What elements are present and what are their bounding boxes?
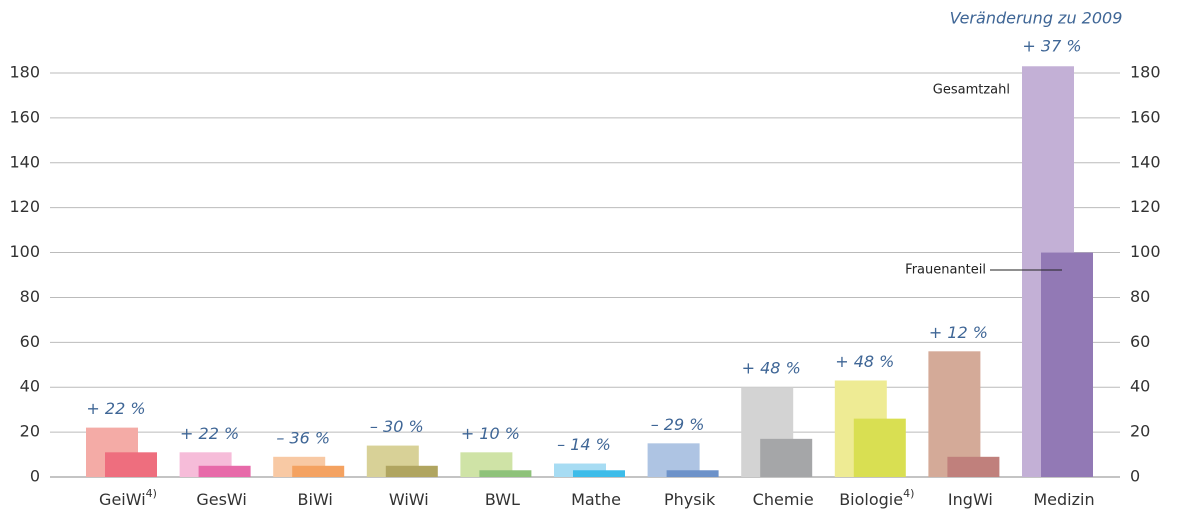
x-tick-label: Mathe xyxy=(571,490,621,509)
change-label: – 30 % xyxy=(370,417,424,436)
change-label: + 48 % xyxy=(742,359,801,378)
change-label: + 37 % xyxy=(1022,37,1081,56)
y2-tick-label: 20 xyxy=(1130,422,1150,441)
women-bar xyxy=(105,452,157,477)
y2-tick-label: 180 xyxy=(1130,63,1161,82)
y-tick-label: 20 xyxy=(20,422,40,441)
footnote-mark: 4) xyxy=(903,487,914,500)
women-bar xyxy=(947,456,1000,477)
x-tick-label: Biologie4) xyxy=(839,487,914,509)
change-label: – 14 % xyxy=(557,435,611,454)
women-bar xyxy=(1041,252,1093,477)
category-name: Physik xyxy=(664,490,716,509)
y-tick-label: 180 xyxy=(9,63,40,82)
y-tick-label: 40 xyxy=(20,377,40,396)
x-tick-label: Medizin xyxy=(1033,490,1094,509)
women-bar xyxy=(573,470,625,477)
category-name: Mathe xyxy=(571,490,621,509)
x-tick-label: Physik xyxy=(664,490,716,509)
y-tick-label: 100 xyxy=(9,242,40,261)
y2-tick-label: 0 xyxy=(1130,467,1140,486)
x-tick-label: Chemie xyxy=(753,490,814,509)
y-tick-label: 60 xyxy=(20,332,40,351)
change-label: + 10 % xyxy=(461,424,520,443)
women-bar xyxy=(760,438,813,477)
women-bar xyxy=(666,470,719,477)
x-tick-label: WiWi xyxy=(389,490,429,509)
category-name: Medizin xyxy=(1033,490,1094,509)
category-name: BWL xyxy=(485,490,520,509)
x-tick-label: IngWi xyxy=(948,490,993,509)
category-name: Chemie xyxy=(753,490,814,509)
change-label: + 12 % xyxy=(929,323,988,342)
legend-label: Frauenanteil xyxy=(905,263,986,278)
women-bar xyxy=(385,465,438,477)
category-name: IngWi xyxy=(948,490,993,509)
x-tick-label: GesWi xyxy=(196,490,247,509)
legend-label: Gesamtzahl xyxy=(933,83,1010,98)
women-bar xyxy=(198,465,251,477)
footnote-mark: 4) xyxy=(146,487,157,500)
category-name: GesWi xyxy=(196,490,247,509)
category-name: Biologie xyxy=(839,490,903,509)
annotation-title: Veränderung zu 2009 xyxy=(950,9,1123,28)
y2-tick-label: 160 xyxy=(1130,107,1161,126)
y-tick-label: 0 xyxy=(30,467,40,486)
category-name: GeiWi xyxy=(99,490,146,509)
y2-tick-label: 100 xyxy=(1130,242,1161,261)
y-tick-label: 80 xyxy=(20,287,40,306)
total-bar xyxy=(928,351,981,477)
category-name: WiWi xyxy=(389,490,429,509)
category-name: BiWi xyxy=(298,490,333,509)
y2-tick-label: 60 xyxy=(1130,332,1150,351)
women-bar xyxy=(292,465,345,477)
x-tick-label: BWL xyxy=(485,490,520,509)
y-tick-label: 140 xyxy=(9,152,40,171)
change-label: – 36 % xyxy=(276,428,330,447)
change-label: – 29 % xyxy=(651,415,705,434)
y2-tick-label: 40 xyxy=(1130,377,1150,396)
y2-tick-label: 120 xyxy=(1130,197,1161,216)
women-bar xyxy=(479,470,532,477)
change-label: + 48 % xyxy=(835,352,894,371)
change-label: + 22 % xyxy=(180,424,239,443)
y-tick-label: 160 xyxy=(9,107,40,126)
y2-tick-label: 140 xyxy=(1130,152,1161,171)
women-bar xyxy=(853,418,906,477)
y2-tick-label: 80 xyxy=(1130,287,1150,306)
x-tick-label: BiWi xyxy=(298,490,333,509)
y-tick-label: 120 xyxy=(9,197,40,216)
x-tick-label: GeiWi4) xyxy=(99,487,157,509)
change-label: + 22 % xyxy=(86,399,145,418)
